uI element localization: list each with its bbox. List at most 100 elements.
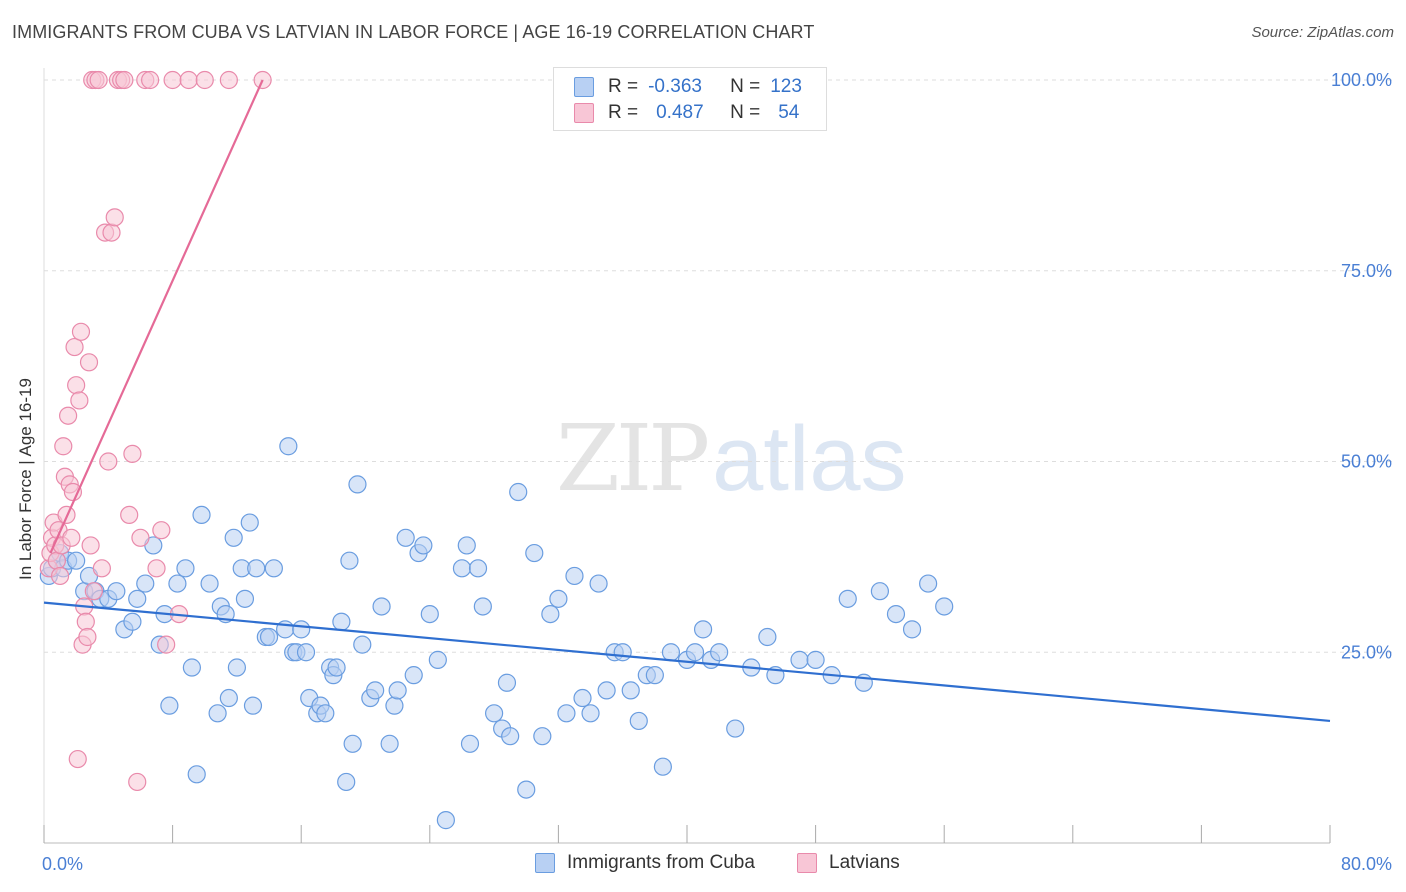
cuba-point xyxy=(557,704,576,723)
latvian-point xyxy=(89,70,108,90)
latvian-point xyxy=(128,772,147,792)
cuba-point xyxy=(187,765,206,784)
cuba-point xyxy=(279,437,298,456)
cuba-point xyxy=(123,612,142,631)
cuba-point xyxy=(200,574,219,593)
cuba-point xyxy=(468,559,488,578)
cuba-point xyxy=(414,536,433,555)
legend-item-latvian: Latvians xyxy=(797,852,900,874)
latvian-point xyxy=(163,70,182,90)
cuba-point xyxy=(128,589,147,608)
y-tick-label: 75.0% xyxy=(1341,261,1392,281)
legend-row-latvian: R = 0.487 N = 54 xyxy=(574,101,799,125)
cuba-point xyxy=(337,772,356,792)
cuba-point xyxy=(343,734,362,753)
latvian-point xyxy=(59,406,78,425)
cuba-point xyxy=(573,688,592,708)
cuba-point xyxy=(353,635,372,654)
latvian-point xyxy=(195,70,214,90)
cuba-point xyxy=(420,604,439,624)
axes xyxy=(43,68,1331,844)
cuba-point xyxy=(541,604,560,624)
cuba-point xyxy=(388,681,407,700)
latvian-point xyxy=(179,70,198,90)
cuba-point xyxy=(525,543,544,563)
cuba-point xyxy=(870,582,890,601)
cuba-point xyxy=(436,811,455,830)
cuba-point xyxy=(613,643,632,662)
cuba-point xyxy=(396,528,415,547)
cuba-point xyxy=(208,704,227,723)
cuba-point xyxy=(685,643,705,662)
latvian-point xyxy=(131,528,150,547)
cuba-point xyxy=(902,620,922,639)
cuba-point xyxy=(549,589,568,608)
cuba-point xyxy=(316,704,335,723)
cuba-point xyxy=(693,620,713,639)
cuba-point xyxy=(404,666,423,685)
cuba-point xyxy=(332,612,351,631)
watermark: ZIPatlas xyxy=(556,405,907,512)
latvian-point xyxy=(102,223,121,242)
cuba-point xyxy=(224,528,243,547)
cuba-point xyxy=(168,574,187,593)
cuba-point xyxy=(192,505,211,525)
cuba-point xyxy=(589,574,608,593)
cuba-point xyxy=(380,734,399,753)
latvian-point xyxy=(115,70,134,90)
n-value: 54 xyxy=(778,102,800,123)
cuba-point xyxy=(629,711,648,731)
latvian-point xyxy=(79,353,99,372)
cuba-point xyxy=(460,734,480,753)
legend-item-cuba: Immigrants from Cuba xyxy=(535,852,755,874)
cuba-point xyxy=(645,666,664,685)
watermark-zip: ZIP xyxy=(556,405,710,512)
cuba-point xyxy=(806,650,825,669)
correlation-legend: R = -0.363 N = 123 R = 0.487 N = 54 xyxy=(553,67,827,131)
cuba-point xyxy=(581,704,600,723)
latvian-point xyxy=(65,337,84,357)
cuba-point xyxy=(372,597,391,616)
n-value: 123 xyxy=(770,76,802,97)
cuba-point xyxy=(348,475,367,494)
r-value: -0.363 xyxy=(648,76,702,97)
cuba-point xyxy=(653,757,672,776)
latvian-trend-line xyxy=(49,79,264,554)
cuba-point xyxy=(67,551,86,570)
y-tick-label: 50.0% xyxy=(1341,452,1392,472)
cuba-point xyxy=(726,719,745,738)
latvian-point xyxy=(70,391,89,410)
cuba-legend-swatch xyxy=(535,853,555,873)
latvian-point xyxy=(81,536,100,555)
cuba-point xyxy=(219,688,238,708)
cuba-point xyxy=(327,658,346,677)
cuba-trend-line xyxy=(43,601,1331,723)
cuba-point xyxy=(136,574,155,593)
cuba-point xyxy=(385,696,404,715)
cuba-point xyxy=(182,658,201,677)
latvian-point xyxy=(105,208,124,227)
latvian-point xyxy=(99,452,118,471)
latvian-point xyxy=(50,566,70,586)
latvian-point xyxy=(219,70,238,90)
cuba-point xyxy=(296,643,316,662)
cuba-point xyxy=(227,658,246,677)
x-tick-label: 80.0% xyxy=(1341,854,1392,874)
cuba-swatch xyxy=(574,77,594,97)
latvian-points xyxy=(39,70,272,792)
legend-label-cuba: Immigrants from Cuba xyxy=(567,852,755,873)
cuba-point xyxy=(107,582,126,601)
cuba-point xyxy=(247,559,266,578)
cuba-point xyxy=(340,551,359,570)
cuba-point xyxy=(292,620,311,639)
cuba-point xyxy=(501,727,520,746)
cuba-point xyxy=(661,643,681,662)
cuba-points xyxy=(39,437,954,830)
latvian-point xyxy=(71,322,91,341)
source-label: Source: ZipAtlas.com xyxy=(1251,24,1394,41)
cuba-point xyxy=(497,673,517,692)
latvian-point xyxy=(123,444,142,463)
cuba-point xyxy=(235,589,255,608)
cuba-point xyxy=(176,559,195,578)
